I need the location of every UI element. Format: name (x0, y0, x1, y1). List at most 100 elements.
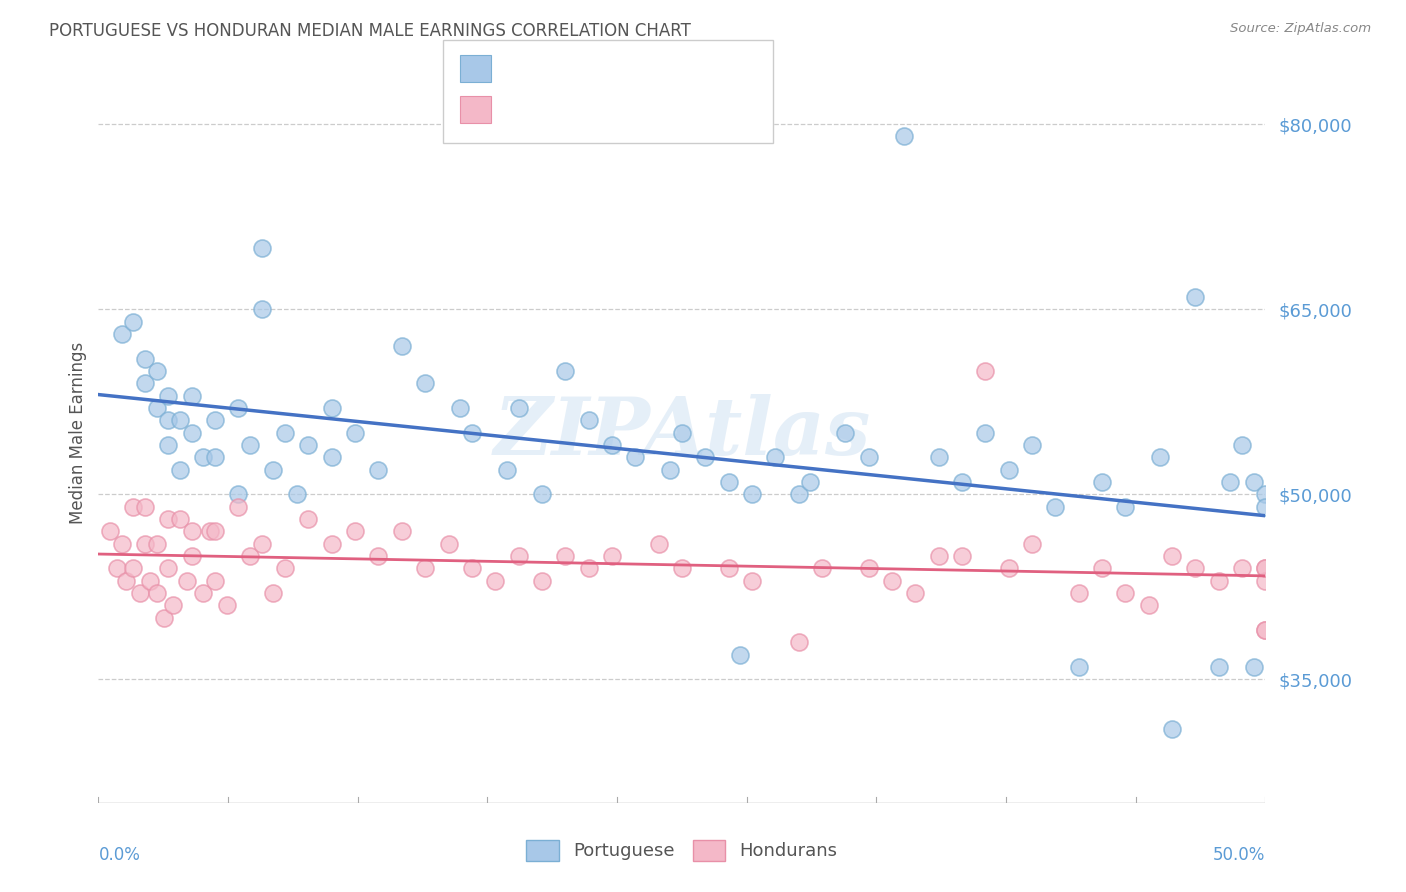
Point (228, 487, 250, 501)
Point (111, 326, 134, 341)
Point (880, 574, 903, 588)
Point (139, 574, 162, 588)
Point (717, 561, 740, 575)
Point (215, 599, 238, 613)
Point (624, 450, 647, 465)
Point (176, 574, 198, 588)
Point (180, 549, 202, 563)
Point (950, 475, 973, 489)
Point (1219, 475, 1241, 489)
Point (1254, 487, 1277, 501)
Point (1243, 475, 1265, 489)
Point (461, 561, 484, 575)
Point (146, 364, 169, 378)
Point (157, 512, 180, 526)
Point (391, 339, 413, 353)
Point (367, 462, 389, 476)
Point (321, 401, 343, 415)
Point (600, 438, 623, 452)
Point (1254, 561, 1277, 575)
Point (508, 549, 530, 563)
Point (250, 302, 273, 317)
Point (129, 586, 152, 600)
Point (122, 500, 145, 514)
Point (928, 450, 950, 465)
Point (204, 450, 226, 465)
Point (134, 376, 156, 391)
Point (239, 438, 262, 452)
Point (157, 561, 180, 575)
Point (695, 450, 717, 465)
Point (200, 524, 222, 539)
Point (204, 413, 226, 427)
Point (122, 561, 145, 575)
Point (146, 536, 169, 550)
Point (974, 425, 997, 440)
Point (811, 561, 834, 575)
Point (950, 549, 973, 563)
Point (169, 413, 191, 427)
Point (1254, 574, 1277, 588)
Point (799, 475, 821, 489)
Point (1114, 500, 1136, 514)
Point (997, 462, 1019, 476)
Point (193, 586, 215, 600)
Point (461, 425, 484, 440)
Point (204, 524, 226, 539)
Point (250, 240, 273, 254)
Text: PORTUGUESE VS HONDURAN MEDIAN MALE EARNINGS CORRELATION CHART: PORTUGUESE VS HONDURAN MEDIAN MALE EARNI… (49, 22, 692, 40)
Point (659, 462, 682, 476)
Text: 50.0%: 50.0% (1213, 846, 1265, 864)
Text: 0.0%: 0.0% (98, 846, 141, 864)
Point (180, 425, 202, 440)
Point (671, 425, 693, 440)
Point (1208, 660, 1230, 674)
Point (180, 524, 202, 539)
Point (1243, 660, 1265, 674)
Point (787, 635, 810, 649)
Point (157, 413, 180, 427)
Point (146, 401, 169, 415)
Point (600, 549, 623, 563)
Point (578, 561, 600, 575)
Point (162, 599, 184, 613)
Text: Source: ZipAtlas.com: Source: ZipAtlas.com (1230, 22, 1371, 36)
Point (834, 425, 856, 440)
Point (204, 574, 226, 588)
Point (904, 586, 927, 600)
Point (413, 561, 436, 575)
Point (391, 524, 413, 539)
Point (554, 364, 576, 378)
Point (530, 574, 553, 588)
Point (344, 524, 367, 539)
Point (496, 462, 519, 476)
Point (1021, 536, 1043, 550)
Point (554, 549, 576, 563)
Point (146, 586, 169, 600)
Point (115, 574, 138, 588)
Point (1045, 500, 1067, 514)
Point (787, 487, 810, 501)
Point (1067, 586, 1090, 600)
Point (122, 314, 145, 328)
Point (741, 487, 763, 501)
Point (1114, 586, 1136, 600)
Point (763, 450, 786, 465)
Point (250, 536, 273, 550)
Point (180, 389, 202, 403)
Point (111, 536, 134, 550)
Point (1184, 561, 1206, 575)
Point (974, 364, 997, 378)
Point (98, 524, 121, 539)
Point (1184, 290, 1206, 304)
Point (858, 561, 880, 575)
Point (1254, 623, 1277, 637)
Y-axis label: Median Male Earnings: Median Male Earnings (69, 342, 87, 524)
Point (157, 389, 180, 403)
Point (928, 549, 950, 563)
Point (858, 450, 880, 465)
Point (297, 438, 319, 452)
Point (134, 500, 156, 514)
Point (193, 450, 215, 465)
Text: ZIPAtlas: ZIPAtlas (494, 394, 870, 471)
